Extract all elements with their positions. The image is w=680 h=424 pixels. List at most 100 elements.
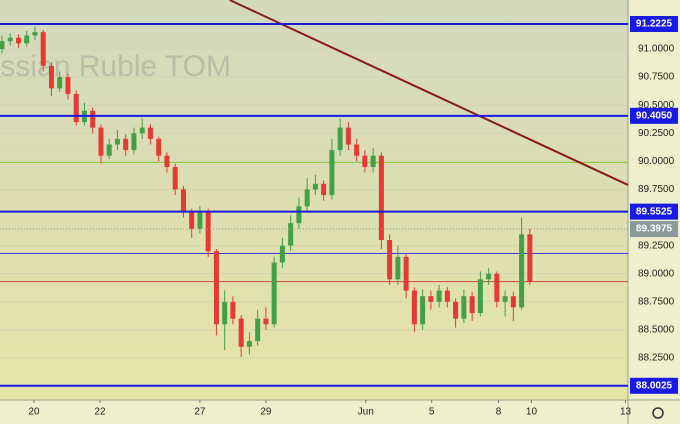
- level-label: 89.5525: [636, 206, 673, 217]
- candle-body: [123, 138, 129, 151]
- candle-body: [304, 189, 310, 207]
- level-label: 90.4050: [636, 110, 673, 121]
- candle-body: [312, 183, 318, 190]
- candle-body: [370, 155, 376, 167]
- candle-body: [222, 301, 228, 325]
- candle-body: [205, 211, 211, 252]
- y-tick-label: 90.0000: [638, 156, 675, 167]
- level-label: 88.0025: [636, 380, 673, 391]
- candle-body: [0, 41, 5, 49]
- candle-body: [131, 133, 137, 151]
- plot-background: [0, 0, 628, 400]
- candle-body: [189, 211, 195, 229]
- candle-body: [345, 127, 351, 145]
- candle-body: [32, 32, 38, 36]
- trend-line: [229, 0, 629, 186]
- candle-body: [428, 296, 434, 302]
- candle-body: [378, 155, 384, 240]
- y-tick-label: 88.5000: [638, 325, 675, 336]
- x-tick-label: 29: [260, 407, 272, 418]
- candle-body: [263, 318, 269, 325]
- candle-body: [7, 37, 13, 42]
- candle-body: [519, 234, 525, 308]
- candle-body: [139, 127, 145, 134]
- candle-body: [420, 296, 426, 325]
- candle-body: [73, 93, 79, 123]
- candle-body: [106, 144, 112, 156]
- candle-body: [510, 296, 516, 308]
- candle-body: [469, 296, 475, 314]
- x-axis-area: [0, 400, 628, 424]
- settings-icon[interactable]: [652, 407, 664, 419]
- level-label: 91.2225: [636, 19, 673, 30]
- x-tick-label: 20: [28, 407, 40, 418]
- candle-body: [477, 279, 483, 314]
- y-tick-label: 89.0000: [638, 268, 675, 279]
- candle-body: [90, 110, 96, 128]
- price-label: 89.3975: [636, 224, 673, 235]
- candle-body: [502, 296, 508, 302]
- candle-body: [57, 77, 63, 89]
- candle-body: [213, 251, 219, 325]
- candle-body: [436, 290, 442, 302]
- x-tick-label: Jun: [358, 407, 374, 418]
- x-tick-label: 13: [620, 407, 632, 418]
- candle-body: [486, 273, 492, 280]
- candle-body: [271, 262, 277, 325]
- level-label-box: [630, 107, 678, 124]
- candle-body: [114, 138, 120, 145]
- y-tick-label: 88.7500: [638, 296, 675, 307]
- level-label-box: [630, 15, 678, 32]
- y-tick-label: 90.5000: [638, 100, 675, 111]
- candle-body: [444, 290, 450, 302]
- candle-body: [296, 206, 302, 224]
- x-tick-label: 8: [496, 407, 502, 418]
- x-tick-label: 27: [194, 407, 206, 418]
- candle-body: [147, 127, 153, 139]
- candle-body: [453, 301, 459, 319]
- price-label-box: [630, 221, 678, 238]
- candle-body: [40, 32, 46, 66]
- candle-body: [403, 256, 409, 291]
- candle-body: [461, 296, 467, 319]
- watermark: Russian Ruble TOM: [0, 50, 231, 83]
- candle-body: [395, 256, 401, 280]
- y-tick-label: 89.2500: [638, 240, 675, 251]
- candle-body: [230, 301, 236, 319]
- candle-body: [279, 245, 285, 263]
- candle-body: [527, 234, 533, 282]
- y-tick-label: 90.2500: [638, 128, 675, 139]
- candle-body: [98, 127, 104, 156]
- level-label-box: [630, 203, 678, 220]
- y-tick-label: 90.7500: [638, 72, 675, 83]
- candle-body: [164, 155, 170, 167]
- candle-body: [387, 240, 393, 280]
- candle-body: [24, 35, 30, 44]
- y-tick-label: 91.0000: [638, 44, 675, 55]
- y-tick-label: 89.7500: [638, 184, 675, 195]
- x-tick-label: 22: [94, 407, 106, 418]
- candle-body: [172, 166, 178, 190]
- level-label-box: [630, 377, 678, 394]
- candle-body: [65, 77, 71, 94]
- candle-body: [156, 138, 162, 156]
- candle-body: [354, 144, 360, 156]
- candle-body: [197, 211, 203, 229]
- x-tick-label: 5: [429, 407, 435, 418]
- candle-body: [321, 183, 327, 196]
- candle-body: [246, 341, 252, 347]
- x-tick-label: 10: [526, 407, 538, 418]
- candle-body: [255, 318, 261, 342]
- candle-body: [48, 65, 54, 89]
- candle-body: [494, 273, 500, 302]
- y-tick-label: 88.2500: [638, 353, 675, 364]
- candle-body: [411, 290, 417, 325]
- candle-body: [288, 223, 294, 246]
- candle-body: [362, 155, 368, 167]
- candle-body: [337, 127, 343, 151]
- candle-body: [180, 189, 186, 212]
- candle-body: [238, 318, 244, 347]
- candle-body: [329, 150, 335, 196]
- candle-body: [15, 37, 21, 44]
